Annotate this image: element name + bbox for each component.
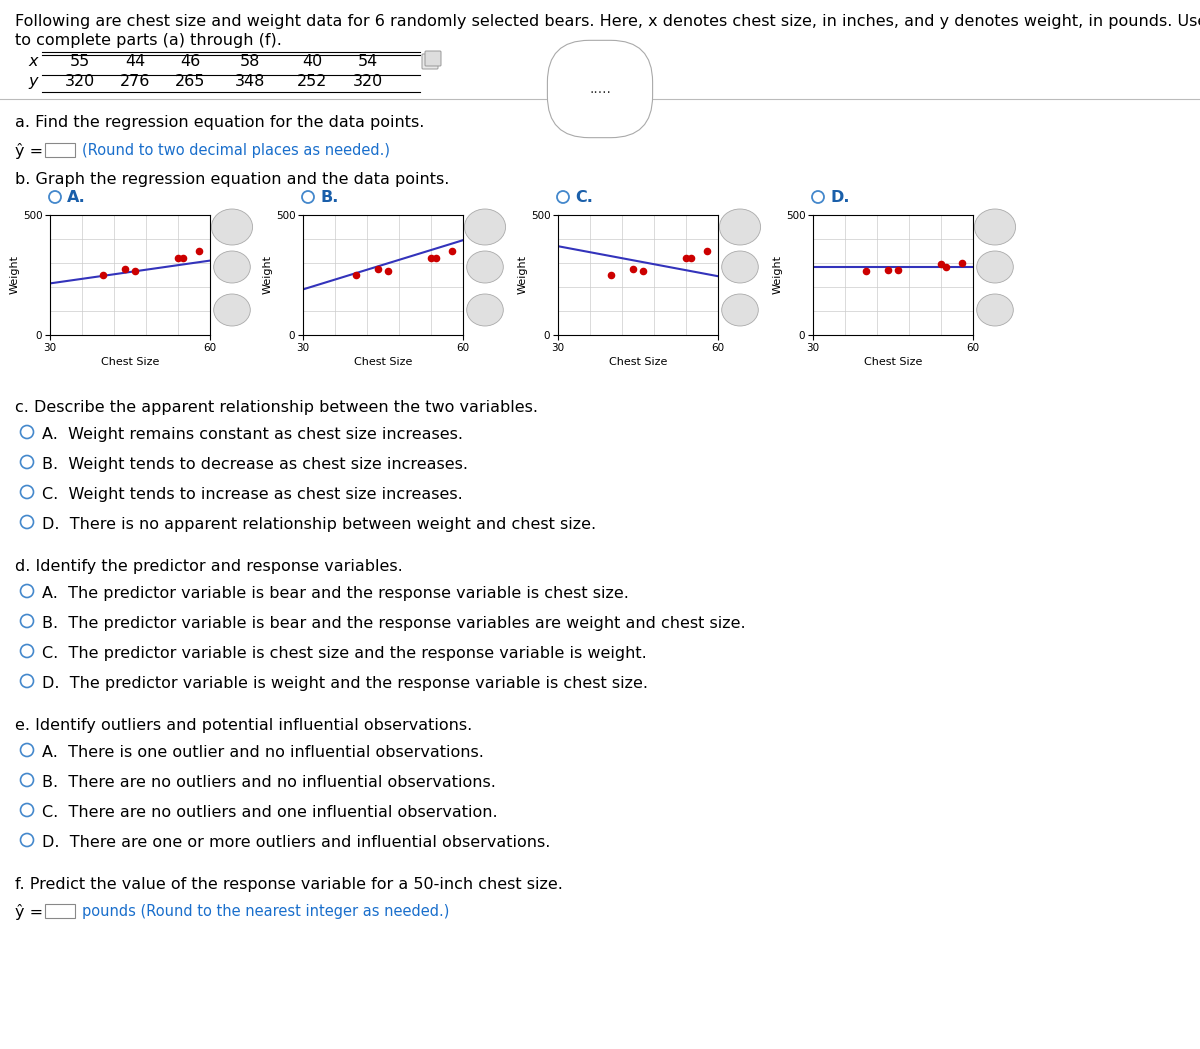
Text: D.  The predictor variable is weight and the response variable is chest size.: D. The predictor variable is weight and … <box>42 676 648 691</box>
Text: Q: Q <box>480 260 490 274</box>
Point <box>174 250 193 266</box>
Text: 320: 320 <box>353 74 383 89</box>
Text: to complete parts (a) through (f).: to complete parts (a) through (f). <box>14 33 282 48</box>
Text: D.: D. <box>830 190 850 205</box>
Text: Q: Q <box>734 220 746 234</box>
Point <box>94 266 113 283</box>
Text: Following are chest size and weight data for 6 randomly selected bears. Here, x : Following are chest size and weight data… <box>14 14 1200 29</box>
Text: Q: Q <box>989 220 1001 234</box>
Text: C.  Weight tends to increase as chest size increases.: C. Weight tends to increase as chest siz… <box>42 487 463 502</box>
Text: A.  Weight remains constant as chest size increases.: A. Weight remains constant as chest size… <box>42 427 463 442</box>
Point <box>126 263 145 280</box>
Text: x: x <box>29 53 37 69</box>
Text: d. Identify the predictor and response variables.: d. Identify the predictor and response v… <box>14 559 403 574</box>
FancyBboxPatch shape <box>46 904 74 918</box>
Point <box>889 262 908 279</box>
Text: 54: 54 <box>358 53 378 69</box>
Point <box>857 263 876 280</box>
Text: 252: 252 <box>296 74 328 89</box>
FancyBboxPatch shape <box>425 51 442 66</box>
Text: 44: 44 <box>125 53 145 69</box>
Text: c. Describe the apparent relationship between the two variables.: c. Describe the apparent relationship be… <box>14 400 538 415</box>
Point <box>115 260 134 277</box>
Point <box>937 258 956 275</box>
X-axis label: Chest Size: Chest Size <box>101 357 160 367</box>
Text: Q: Q <box>226 220 238 234</box>
X-axis label: Chest Size: Chest Size <box>608 357 667 367</box>
Text: Q: Q <box>227 260 236 274</box>
Text: b. Graph the regression equation and the data points.: b. Graph the regression equation and the… <box>14 172 449 187</box>
Text: 55: 55 <box>70 53 90 69</box>
Y-axis label: Weight: Weight <box>773 256 782 295</box>
Text: 58: 58 <box>240 53 260 69</box>
Point <box>427 250 446 266</box>
Text: A.: A. <box>67 190 85 205</box>
Point <box>421 250 440 266</box>
Point <box>379 263 398 280</box>
Point <box>347 266 366 283</box>
Text: C.: C. <box>575 190 593 205</box>
Point <box>443 243 462 260</box>
Point <box>601 266 620 283</box>
Point <box>634 263 653 280</box>
Text: 348: 348 <box>235 74 265 89</box>
Text: ŷ =: ŷ = <box>14 904 43 920</box>
Point <box>168 250 187 266</box>
Text: ŷ =: ŷ = <box>14 143 43 159</box>
Text: Q: Q <box>990 260 1000 274</box>
Text: 276: 276 <box>120 74 150 89</box>
Text: 46: 46 <box>180 53 200 69</box>
FancyBboxPatch shape <box>422 53 438 69</box>
Text: .....: ..... <box>589 82 611 97</box>
Point <box>623 260 642 277</box>
Text: f. Predict the value of the response variable for a 50-inch chest size.: f. Predict the value of the response var… <box>14 877 563 892</box>
Point <box>190 243 209 260</box>
Text: (Round to two decimal places as needed.): (Round to two decimal places as needed.) <box>82 143 390 158</box>
Y-axis label: Weight: Weight <box>263 256 272 295</box>
Text: B.: B. <box>320 190 338 205</box>
X-axis label: Chest Size: Chest Size <box>354 357 412 367</box>
Text: a. Find the regression equation for the data points.: a. Find the regression equation for the … <box>14 115 425 130</box>
Point <box>953 255 972 272</box>
Text: C.  The predictor variable is chest size and the response variable is weight.: C. The predictor variable is chest size … <box>42 646 647 661</box>
Text: 40: 40 <box>302 53 322 69</box>
Text: B.  Weight tends to decrease as chest size increases.: B. Weight tends to decrease as chest siz… <box>42 457 468 472</box>
Text: A.  The predictor variable is bear and the response variable is chest size.: A. The predictor variable is bear and th… <box>42 586 629 601</box>
Text: B.  The predictor variable is bear and the response variables are weight and che: B. The predictor variable is bear and th… <box>42 616 745 631</box>
Text: A.  There is one outlier and no influential observations.: A. There is one outlier and no influenti… <box>42 745 484 759</box>
Text: ⬚: ⬚ <box>226 303 238 317</box>
Text: ⬚: ⬚ <box>734 303 746 317</box>
Text: e. Identify outliers and potential influential observations.: e. Identify outliers and potential influ… <box>14 718 473 733</box>
Text: 320: 320 <box>65 74 95 89</box>
FancyBboxPatch shape <box>46 143 74 157</box>
Point <box>697 243 716 260</box>
Point <box>677 250 696 266</box>
Y-axis label: Weight: Weight <box>10 256 20 295</box>
Text: B.  There are no outliers and no influential observations.: B. There are no outliers and no influent… <box>42 775 496 790</box>
X-axis label: Chest Size: Chest Size <box>864 357 922 367</box>
Text: ⬚: ⬚ <box>479 303 491 317</box>
Text: Q: Q <box>479 220 491 234</box>
Point <box>878 262 898 279</box>
Text: y: y <box>29 74 37 89</box>
Text: Q: Q <box>736 260 745 274</box>
Text: ⬚: ⬚ <box>989 303 1001 317</box>
Text: D.  There are one or more outliers and influential observations.: D. There are one or more outliers and in… <box>42 835 551 850</box>
Point <box>931 256 950 273</box>
Text: 265: 265 <box>175 74 205 89</box>
Text: D.  There is no apparent relationship between weight and chest size.: D. There is no apparent relationship bet… <box>42 517 596 532</box>
Text: pounds (Round to the nearest integer as needed.): pounds (Round to the nearest integer as … <box>82 904 449 919</box>
Text: C.  There are no outliers and one influential observation.: C. There are no outliers and one influen… <box>42 805 498 820</box>
Y-axis label: Weight: Weight <box>518 256 528 295</box>
Point <box>682 250 701 266</box>
Point <box>368 260 388 277</box>
